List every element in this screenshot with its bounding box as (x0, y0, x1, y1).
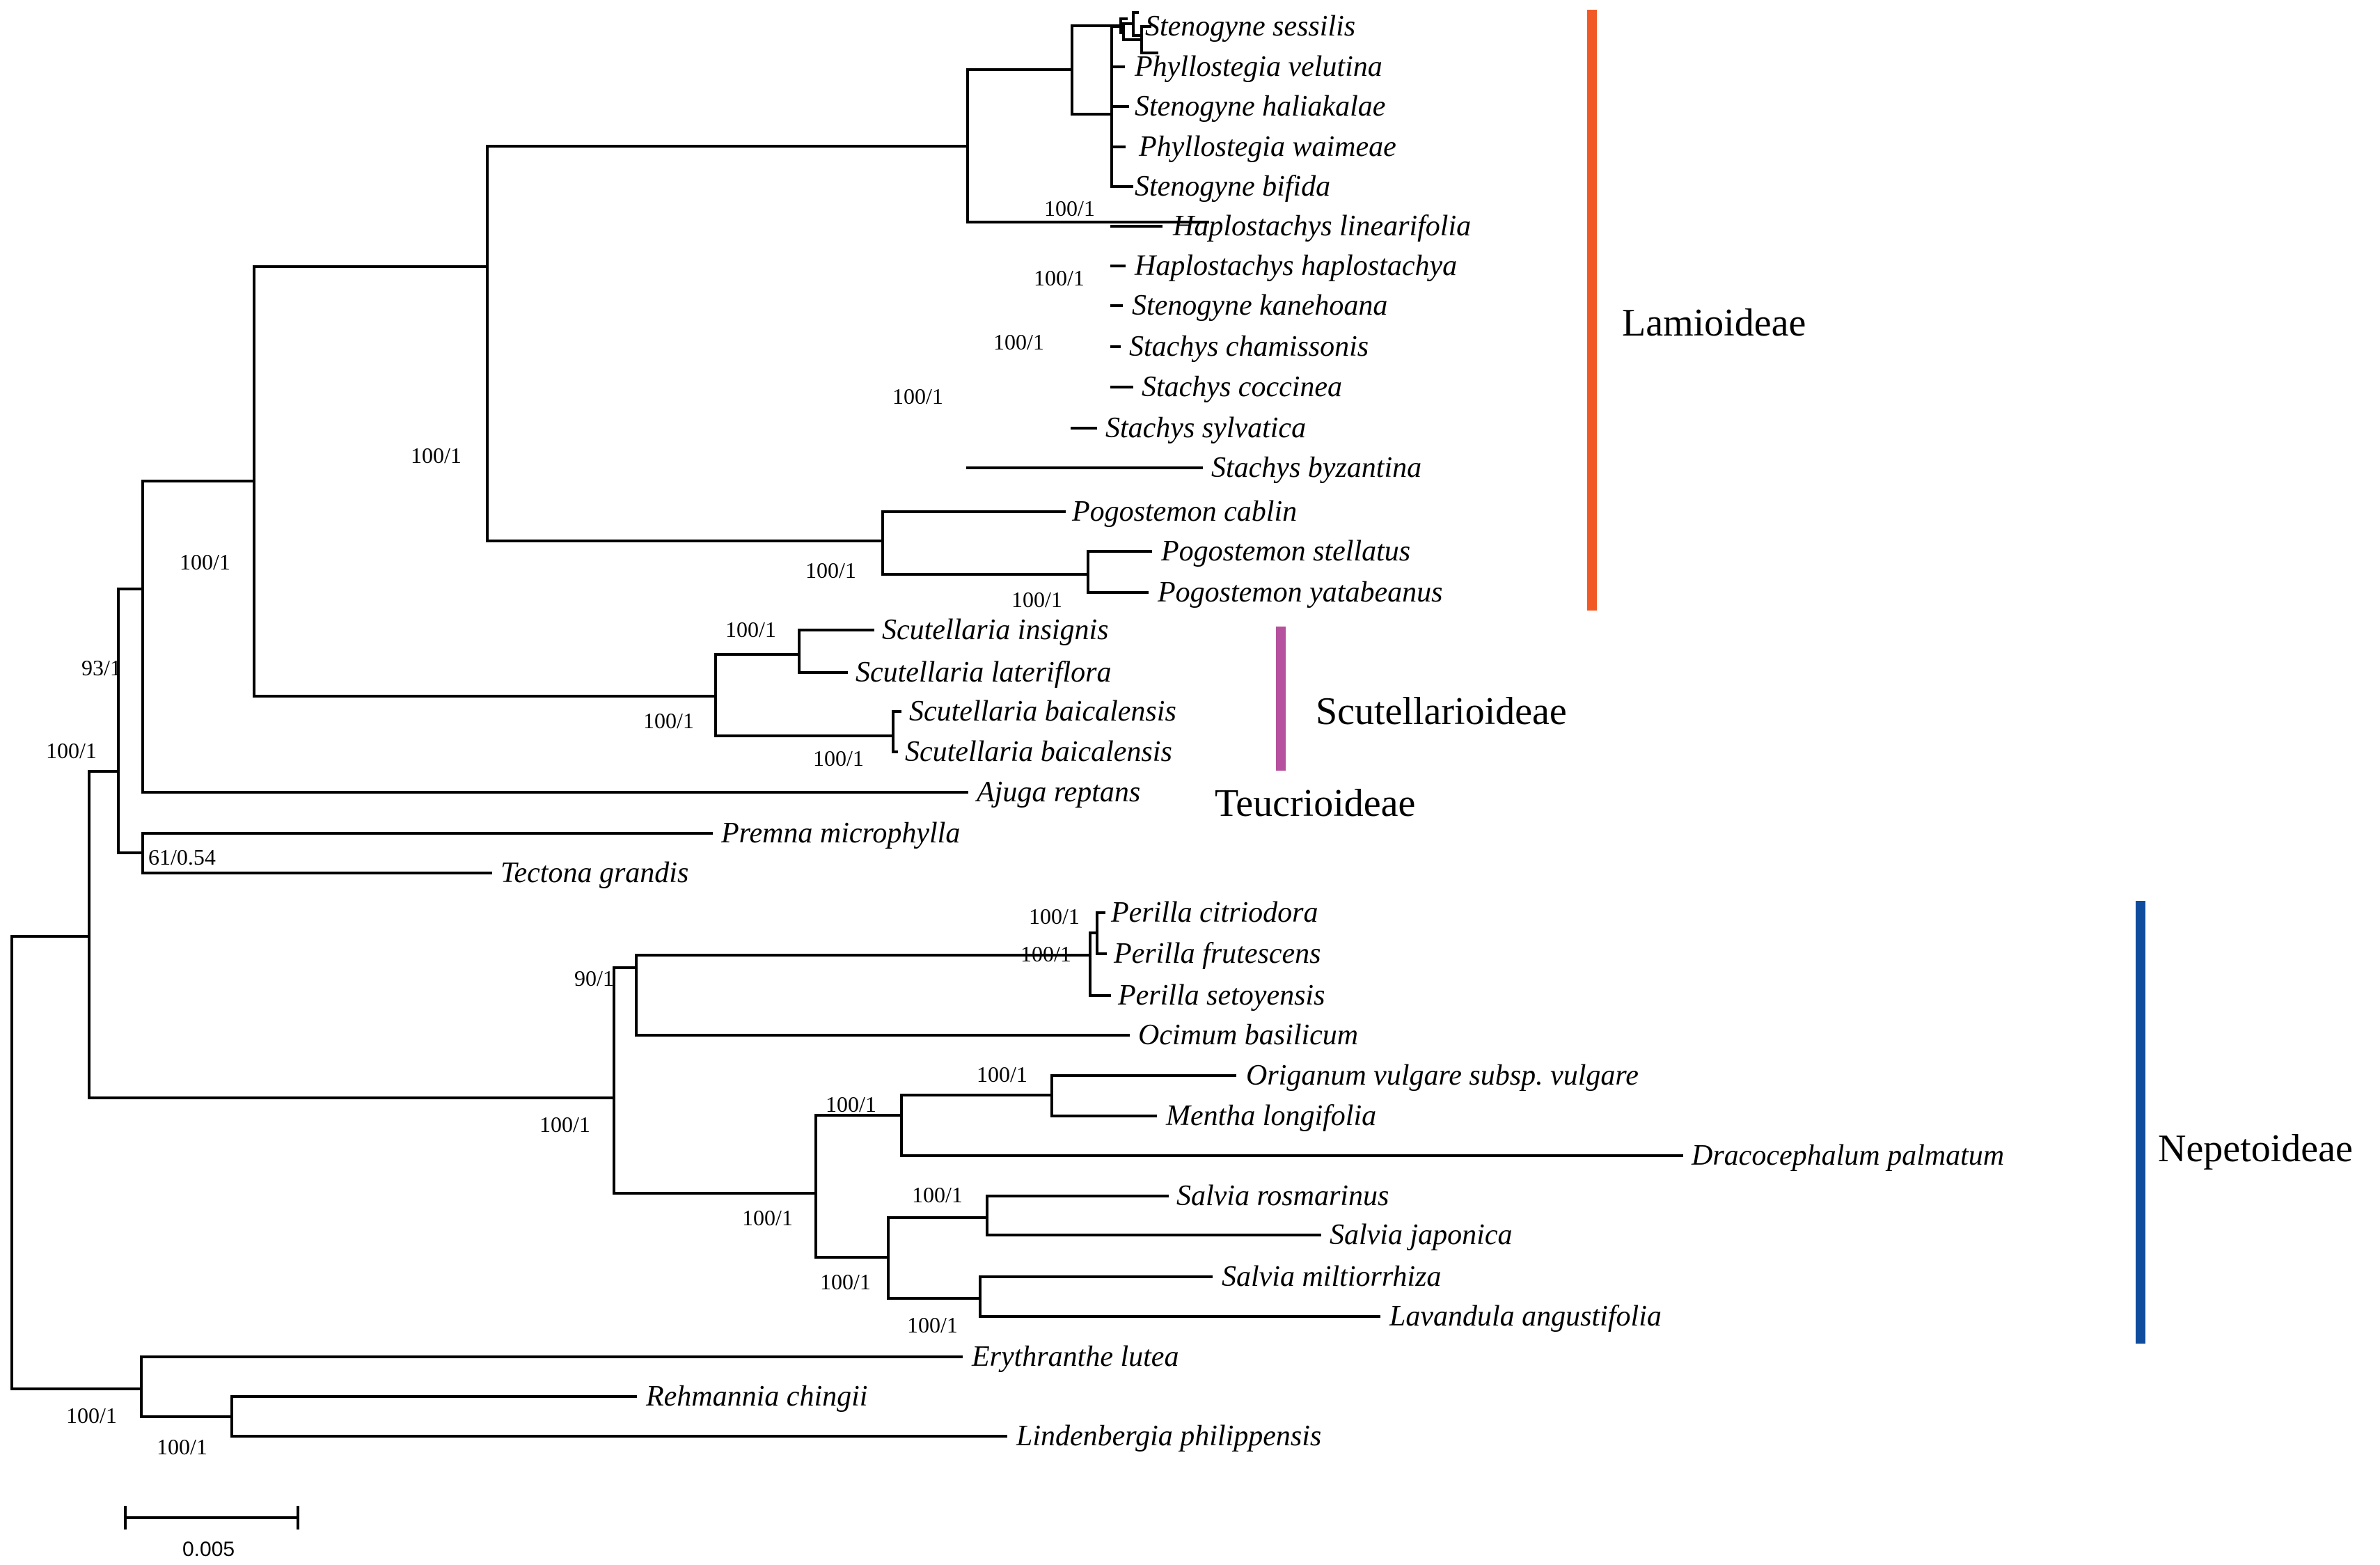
clade-label-nepetoideae: Nepetoideae (2158, 1127, 2353, 1170)
taxon-label: Tectona grandis (501, 857, 688, 889)
clade-annotations: Lamioideae Scutellarioideae Teucrioideae… (1215, 10, 2353, 1344)
support-label: 100/1 (1020, 941, 1071, 966)
scale-bar-label: 0.005 (182, 1538, 235, 1561)
taxon-label: Stenogyne sessilis (1145, 10, 1355, 42)
support-label: 100/1 (180, 549, 230, 574)
support-label: 61/0.54 (148, 844, 216, 870)
support-label: 100/1 (1029, 904, 1080, 929)
scale-bar-line (124, 1506, 299, 1529)
support-label: 100/1 (1034, 265, 1085, 290)
support-label: 100/1 (826, 1092, 876, 1117)
support-label: 100/1 (912, 1182, 963, 1207)
taxon-label: Scutellaria baicalensis (905, 736, 1172, 768)
support-label: 100/1 (411, 443, 462, 468)
support-label: 100/1 (1011, 587, 1062, 612)
taxon-label: Perilla setoyensis (1117, 980, 1325, 1012)
taxon-label: Haplostachys haplostachya (1134, 250, 1457, 282)
clade-label-lamioideae: Lamioideae (1622, 301, 1806, 345)
support-label: 90/1 (574, 966, 614, 991)
scale-bar: 0.005 (124, 1506, 299, 1561)
taxon-label: Origanum vulgare subsp. vulgare (1246, 1060, 1639, 1092)
taxon-label: Perilla frutescens (1113, 938, 1321, 970)
support-label: 100/1 (539, 1112, 590, 1137)
support-label: 100/1 (1044, 196, 1095, 221)
taxon-label: Salvia rosmarinus (1176, 1180, 1389, 1212)
support-label: 100/1 (907, 1312, 958, 1337)
taxon-label: Ocimum basilicum (1138, 1019, 1358, 1051)
taxon-label: Stenogyne haliakalae (1135, 91, 1385, 123)
taxon-label: Phyllostegia waimeae (1138, 131, 1396, 163)
support-label: 100/1 (820, 1269, 871, 1294)
taxon-label: Erythranthe lutea (971, 1341, 1179, 1373)
clade-label-teucrioideae: Teucrioideae (1215, 782, 1415, 825)
support-label: 100/1 (643, 708, 694, 733)
taxon-label: Dracocephalum palmatum (1691, 1140, 2004, 1172)
taxon-label: Stachys coccinea (1142, 371, 1342, 403)
taxon-label: Stachys sylvatica (1105, 412, 1306, 444)
support-label: 100/1 (813, 746, 864, 771)
taxon-label: Stachys byzantina (1211, 452, 1421, 484)
taxon-label: Salvia miltiorrhiza (1222, 1261, 1441, 1293)
support-label: 100/1 (993, 329, 1044, 354)
taxon-label: Pogostemon cablin (1071, 496, 1297, 528)
support-label: 100/1 (66, 1403, 117, 1428)
support-label: 100/1 (46, 738, 97, 763)
taxon-label: Mentha longifolia (1165, 1100, 1376, 1132)
taxon-label: Premna microphylla (720, 817, 960, 849)
clade-label-scutellarioideae: Scutellarioideae (1316, 690, 1567, 733)
taxon-label: Stenogyne kanehoana (1132, 290, 1387, 322)
taxon-label: Pogostemon stellatus (1160, 535, 1410, 567)
tree-branches (10, 11, 1683, 1438)
taxon-label: Phyllostegia velutina (1134, 51, 1382, 83)
support-label: 100/1 (892, 384, 943, 409)
taxon-label: Ajuga reptans (975, 776, 1140, 808)
taxon-label: Lindenbergia philippensis (1016, 1420, 1321, 1452)
support-label: 100/1 (805, 558, 856, 583)
support-label: 100/1 (977, 1062, 1027, 1087)
taxon-label: Scutellaria lateriflora (856, 656, 1111, 689)
taxon-label: Scutellaria baicalensis (909, 695, 1176, 728)
taxon-label: Haplostachys linearifolia (1172, 210, 1471, 242)
taxon-label: Rehmannia chingii (645, 1381, 867, 1413)
taxon-label: Lavandula angustifolia (1389, 1300, 1662, 1332)
taxon-labels: Stenogyne sessilis Phyllostegia velutina… (501, 10, 2004, 1452)
taxon-label: Salvia japonica (1330, 1219, 1512, 1251)
taxon-label: Perilla citriodora (1110, 897, 1318, 929)
support-label: 100/1 (742, 1205, 793, 1230)
support-label: 93/1 (81, 655, 121, 680)
taxon-label: Stachys chamissonis (1129, 331, 1369, 363)
support-labels: 100/1 100/1 100/1 100/1 100/1 100/1 100/… (46, 196, 1095, 1459)
taxon-label: Stenogyne bifida (1135, 171, 1330, 203)
taxon-label: Scutellaria insignis (882, 614, 1109, 646)
taxon-label: Pogostemon yatabeanus (1157, 576, 1442, 608)
support-label: 100/1 (157, 1434, 207, 1459)
support-label: 100/1 (725, 617, 776, 642)
